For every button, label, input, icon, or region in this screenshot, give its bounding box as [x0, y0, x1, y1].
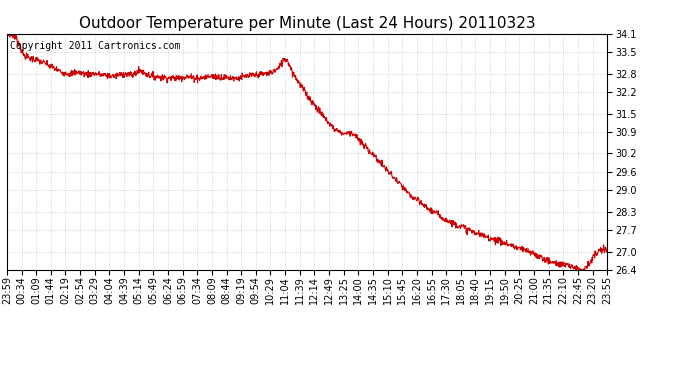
Title: Outdoor Temperature per Minute (Last 24 Hours) 20110323: Outdoor Temperature per Minute (Last 24 … — [79, 16, 535, 31]
Text: Copyright 2011 Cartronics.com: Copyright 2011 Cartronics.com — [10, 41, 180, 51]
